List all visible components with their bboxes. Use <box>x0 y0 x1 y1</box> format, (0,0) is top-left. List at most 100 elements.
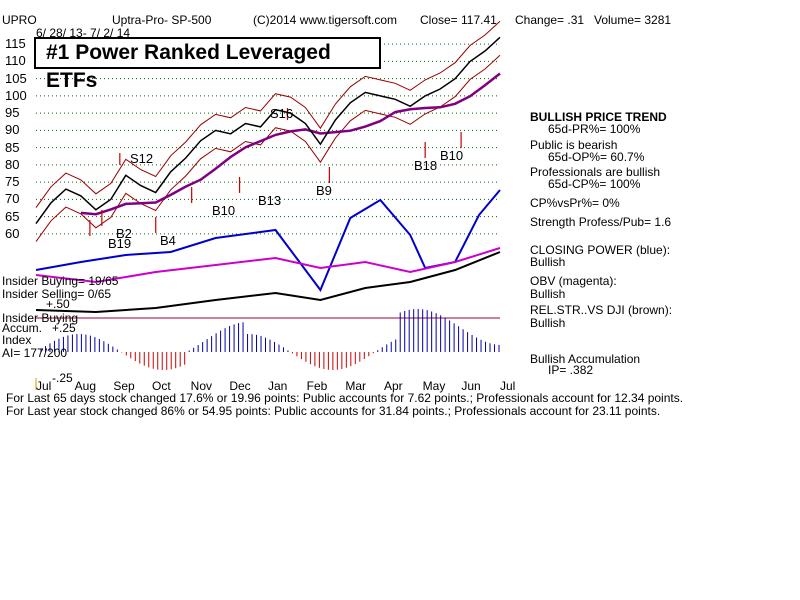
accum-bar <box>44 346 46 352</box>
accum-bar <box>184 352 186 365</box>
x-tick-label: Nov <box>190 379 212 393</box>
relstr-title: REL.STR..VS DJI (brown): <box>530 303 673 317</box>
accum-bar <box>139 352 141 364</box>
accum-bar <box>318 352 320 368</box>
accum-bar <box>386 344 388 352</box>
accum-bar <box>327 352 329 370</box>
accum-bar <box>58 338 60 352</box>
accum-bar <box>296 352 298 357</box>
x-tick-label: Jul <box>500 379 516 393</box>
y-tick-label: 75 <box>5 174 20 190</box>
accum-bar <box>332 352 334 370</box>
accum-bar <box>179 352 181 367</box>
accum-bar <box>125 352 127 356</box>
accum-bar <box>224 328 226 352</box>
x-tick-label: Aug <box>74 379 97 393</box>
accum-bar <box>323 352 325 370</box>
pros-title: Professionals are bullish <box>530 165 661 179</box>
moving-average <box>80 72 501 216</box>
accum-bar <box>71 334 73 352</box>
x-tick-label: Jun <box>461 379 481 393</box>
y-tick-label: 110 <box>5 53 26 69</box>
signal-label: B4 <box>160 233 176 248</box>
accum-value: IP= .382 <box>548 363 594 377</box>
accum-bar <box>377 350 379 352</box>
accum-bar <box>341 352 343 369</box>
pros-value: 65d-CP%= 100% <box>548 177 641 191</box>
accum-bar <box>458 326 460 352</box>
y-tick-label: 105 <box>5 70 27 86</box>
signal-label: B2 <box>116 226 132 241</box>
accum-bar <box>471 334 473 352</box>
accum-bar <box>435 313 437 352</box>
accum-bar <box>89 335 91 352</box>
accum-bar <box>480 339 482 352</box>
signal-label: B10 <box>212 203 235 218</box>
y-tick-label: 60 <box>5 225 20 241</box>
close-value: Close= 117.41 <box>420 13 497 27</box>
obv-value: Bullish <box>530 287 566 301</box>
accum-bar <box>211 336 213 352</box>
signal-label: B9 <box>316 183 332 198</box>
accum-bar <box>395 339 397 352</box>
accum-bar <box>368 352 370 357</box>
accum-bar <box>413 309 415 352</box>
x-tick-label: May <box>422 379 446 393</box>
upper-band <box>35 20 501 208</box>
accum-bar <box>363 352 365 360</box>
signal-label: B10 <box>440 148 463 163</box>
y-minus25-label: -.25 <box>52 371 73 385</box>
closing-power-value: Bullish <box>530 255 566 269</box>
accum-bar <box>134 352 136 362</box>
accum-bar <box>359 352 361 362</box>
accum-bar <box>49 343 51 352</box>
accum-bar <box>112 346 114 352</box>
accum-bar <box>404 310 406 352</box>
price-line <box>35 36 501 225</box>
accum-bar <box>166 352 168 370</box>
accum-bar <box>130 352 132 359</box>
change-value: Change= .31 <box>515 13 585 27</box>
accum-bar <box>260 336 262 352</box>
accum-bar <box>85 334 87 352</box>
accum-bar <box>489 343 491 352</box>
accum-bar <box>242 322 244 352</box>
ticker: UPRO <box>2 13 37 27</box>
y-tick-label: 115 <box>5 36 26 52</box>
obv-title: OBV (magenta): <box>530 274 617 288</box>
copyright: (C)2014 www.tigersoft.com <box>253 13 398 27</box>
accum-bar <box>175 352 177 369</box>
accum-bar <box>170 352 172 370</box>
accum-bar <box>431 311 433 352</box>
accum-bar <box>462 329 464 352</box>
accum-bar <box>193 347 195 352</box>
x-tick-label: Oct <box>152 379 171 393</box>
y-tick-label: 80 <box>5 156 20 172</box>
y-tick-label: 85 <box>5 139 20 155</box>
signal-label: B13 <box>258 193 281 208</box>
x-tick-label: Feb <box>306 379 328 393</box>
public-value: 65d-OP%= 60.7% <box>548 150 645 164</box>
accum-bar <box>233 324 235 352</box>
accum-bar <box>408 309 410 352</box>
accum-bar <box>256 334 258 352</box>
accum-bar <box>215 333 217 352</box>
accum-bar <box>291 352 293 354</box>
accum-bar <box>399 312 401 352</box>
accum-bar <box>265 337 267 352</box>
y-plus50-label: +.50 <box>46 297 70 311</box>
accum-bar <box>220 330 222 352</box>
ai-label: AI= 177/200 <box>2 346 68 360</box>
accum-bar <box>67 335 69 352</box>
insider-selling-label: Insider Selling= 0/65 <box>2 287 112 301</box>
accum-bar <box>251 334 253 352</box>
y-plus25-label: +.25 <box>52 321 76 335</box>
relstr-line <box>35 251 501 314</box>
x-tick-label: Sep <box>113 379 135 393</box>
x-tick-label: Mar <box>345 379 366 393</box>
accum-label: Accum. <box>2 321 43 335</box>
obv-line <box>35 247 501 284</box>
footer-line-65d: For Last 65 days stock changed 17.6% or … <box>6 391 684 405</box>
accum-bar <box>148 352 150 368</box>
accum-bar <box>269 339 271 352</box>
